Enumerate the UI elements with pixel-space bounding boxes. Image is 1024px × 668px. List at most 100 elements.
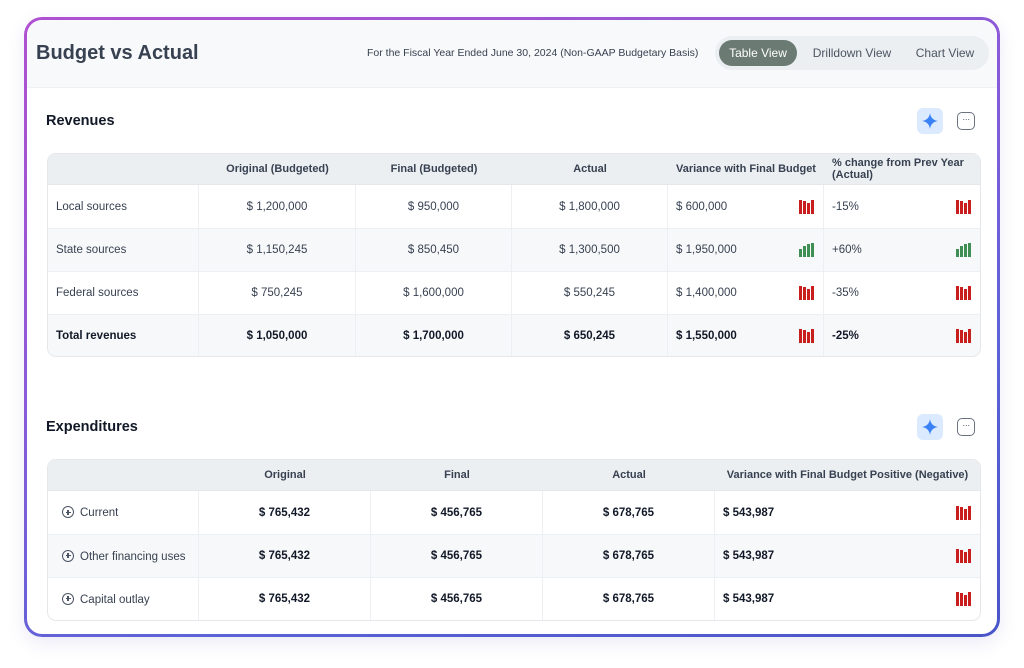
sparkle-icon bbox=[922, 419, 938, 435]
trend-up-icon bbox=[956, 243, 972, 257]
pct-change-value: +60% bbox=[832, 244, 862, 256]
ellipsis-icon: ··· bbox=[962, 113, 970, 124]
trend-bar bbox=[956, 286, 959, 300]
trend-bar bbox=[956, 549, 959, 563]
expand-plus-icon[interactable] bbox=[62, 506, 74, 518]
variance-value: $ 543,987 bbox=[723, 506, 775, 519]
trend-bar bbox=[956, 249, 959, 257]
row-label-cell: Other financing uses bbox=[48, 534, 199, 577]
trend-bar bbox=[968, 549, 971, 563]
final-cell: $ 1,700,000 bbox=[356, 314, 512, 356]
row-label: Other financing uses bbox=[80, 550, 186, 563]
expenditures-section-title: Expenditures bbox=[46, 419, 138, 435]
original-cell: $ 765,432 bbox=[199, 491, 371, 534]
trend-bar bbox=[956, 592, 959, 606]
main-panel: Budget vs Actual For the Fiscal Year End… bbox=[27, 20, 997, 634]
actual-cell: $ 550,245 bbox=[512, 271, 668, 314]
actual-cell: $ 1,300,500 bbox=[512, 228, 668, 271]
trend-bar bbox=[956, 505, 959, 520]
trend-bar bbox=[968, 286, 971, 300]
trend-down-icon bbox=[799, 199, 815, 214]
row-label-cell: Capital outlay bbox=[48, 577, 199, 620]
tab-table-view[interactable]: Table View bbox=[719, 40, 797, 66]
trend-bar bbox=[968, 328, 971, 343]
trend-bar bbox=[960, 246, 963, 257]
trend-bar bbox=[811, 199, 814, 214]
trend-bar bbox=[960, 550, 963, 563]
variance-cell: $ 1,550,000 bbox=[668, 314, 824, 356]
table-row[interactable]: Federal sources $ 750,245 $ 1,600,000 $ … bbox=[48, 271, 980, 314]
column-header: % change from Prev Year (Actual) bbox=[824, 154, 980, 185]
expand-plus-icon[interactable] bbox=[62, 592, 74, 605]
original-cell: $ 765,432 bbox=[199, 534, 371, 577]
view-switcher: Table View Drilldown View Chart View bbox=[715, 36, 989, 70]
trend-down-icon bbox=[956, 328, 972, 343]
column-header: Variance with Final Budget Positive (Neg… bbox=[715, 460, 980, 491]
original-cell: $ 1,200,000 bbox=[199, 185, 356, 228]
column-header: Final (Budgeted) bbox=[356, 154, 512, 185]
original-cell: $ 1,150,245 bbox=[199, 228, 356, 271]
trend-bar bbox=[803, 329, 806, 343]
column-header: Original (Budgeted) bbox=[199, 154, 356, 185]
pct-change-value: -15% bbox=[832, 200, 859, 213]
trend-bar bbox=[968, 505, 971, 520]
tab-drilldown-view[interactable]: Drilldown View bbox=[812, 46, 892, 60]
trend-bar bbox=[960, 200, 963, 214]
pct-change-value: -35% bbox=[832, 287, 859, 299]
tab-chart-view[interactable]: Chart View bbox=[915, 46, 975, 60]
final-cell: $ 456,765 bbox=[371, 534, 543, 577]
trend-bar bbox=[964, 289, 967, 300]
final-cell: $ 1,600,000 bbox=[356, 271, 512, 314]
trend-bar bbox=[968, 592, 971, 606]
pct-change-cell: -25% bbox=[824, 314, 980, 356]
table-row[interactable]: Capital outlay $ 765,432 $ 456,765 $ 678… bbox=[48, 577, 980, 620]
trend-bar bbox=[811, 243, 814, 257]
ai-insights-button[interactable] bbox=[917, 108, 943, 134]
table-row[interactable]: Current $ 765,432 $ 456,765 $ 678,765 $ … bbox=[48, 491, 980, 534]
variance-cell: $ 1,400,000 bbox=[668, 271, 824, 314]
original-cell: $ 750,245 bbox=[199, 271, 356, 314]
more-options-button[interactable]: ··· bbox=[957, 418, 975, 436]
pct-change-cell: -15% bbox=[824, 185, 980, 228]
expenditures-table: Original Final Actual Variance with Fina… bbox=[47, 459, 981, 621]
table-row[interactable]: Local sources $ 1,200,000 $ 950,000 $ 1,… bbox=[48, 185, 980, 228]
table-row[interactable]: Other financing uses $ 765,432 $ 456,765… bbox=[48, 534, 980, 577]
column-header: Actual bbox=[543, 460, 715, 491]
trend-down-icon bbox=[956, 592, 972, 606]
variance-value: $ 543,987 bbox=[723, 550, 775, 562]
row-label-cell: Current bbox=[48, 491, 199, 534]
pct-change-value: -25% bbox=[832, 329, 859, 342]
trend-bar bbox=[807, 244, 810, 257]
original-cell: $ 1,050,000 bbox=[199, 314, 356, 356]
variance-cell: $ 600,000 bbox=[668, 185, 824, 228]
column-header: Original bbox=[199, 460, 371, 491]
expand-plus-icon[interactable] bbox=[62, 549, 74, 562]
row-label: Capital outlay bbox=[80, 593, 150, 606]
trend-bar bbox=[799, 328, 802, 343]
row-label: Current bbox=[80, 507, 119, 519]
trend-bar bbox=[964, 331, 967, 343]
actual-cell: $ 678,765 bbox=[543, 491, 715, 534]
final-cell: $ 456,765 bbox=[371, 491, 543, 534]
ai-insights-button[interactable] bbox=[917, 414, 943, 440]
trend-bar bbox=[964, 244, 967, 257]
table-row[interactable]: State sources $ 1,150,245 $ 850,450 $ 1,… bbox=[48, 228, 980, 271]
trend-bar bbox=[964, 508, 967, 520]
variance-value: $ 600,000 bbox=[676, 200, 728, 213]
variance-value: $ 543,987 bbox=[723, 593, 775, 605]
column-header: Actual bbox=[512, 154, 668, 185]
trend-bar bbox=[799, 286, 802, 300]
final-cell: $ 950,000 bbox=[356, 185, 512, 228]
trend-down-icon bbox=[799, 286, 815, 300]
column-header bbox=[48, 154, 199, 185]
variance-value: $ 1,400,000 bbox=[676, 287, 737, 299]
more-options-button[interactable]: ··· bbox=[957, 112, 975, 130]
variance-cell: $ 543,987 bbox=[715, 534, 980, 577]
column-header bbox=[48, 460, 199, 491]
trend-bar bbox=[968, 243, 971, 257]
trend-bar bbox=[964, 595, 967, 606]
total-row[interactable]: Total revenues $ 1,050,000 $ 1,700,000 $… bbox=[48, 314, 980, 356]
trend-bar bbox=[960, 329, 963, 343]
trend-bar bbox=[964, 552, 967, 563]
row-label: Total revenues bbox=[48, 314, 199, 356]
